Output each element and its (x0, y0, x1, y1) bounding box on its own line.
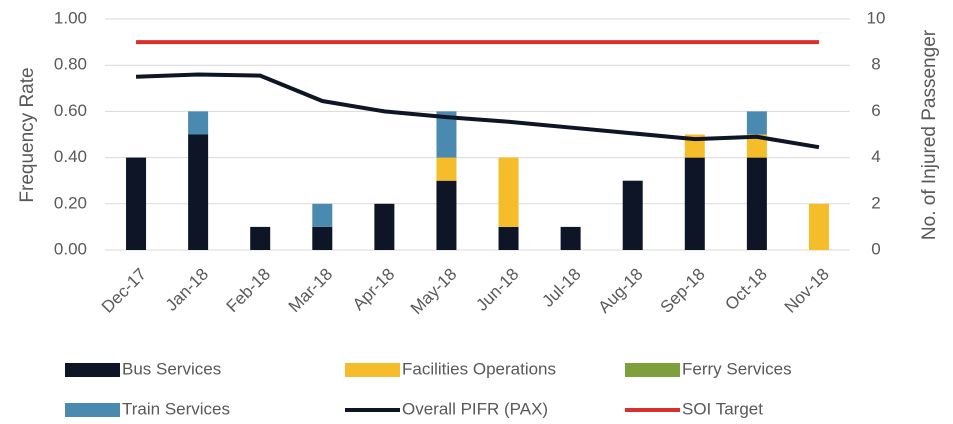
x-tick-label: Jan-18 (162, 265, 212, 315)
x-tick-label: Mar-18 (285, 265, 337, 317)
y-tick-label: 0.40 (54, 147, 87, 166)
y2-axis-title: No. of Injured Passenger (919, 29, 940, 240)
bar-segment (560, 226, 581, 250)
y-tick-label: 0.00 (54, 239, 87, 258)
bar-segment (126, 157, 147, 250)
legend-swatch (345, 363, 400, 377)
y2-tick-label: 8 (871, 55, 880, 74)
x-tick-label: Feb-18 (223, 265, 275, 317)
bar-segment (746, 111, 767, 135)
x-tick-label: Jul-18 (538, 265, 584, 311)
x-tick-label: Nov-18 (781, 265, 833, 317)
x-tick-label: Apr-18 (349, 265, 399, 315)
bar-segment (746, 157, 767, 250)
y-axis-title: Frequency Rate (17, 67, 38, 202)
legend-swatch (65, 403, 120, 417)
bar-segment (622, 180, 643, 250)
y2-tick-label: 0 (871, 239, 880, 258)
x-tick-label: Sep-18 (657, 265, 709, 317)
legend-label: Overall PIFR (PAX) (402, 399, 548, 418)
y2-tick-label: 4 (871, 147, 880, 166)
legend-label: SOI Target (682, 399, 763, 418)
bar-segment (436, 111, 457, 158)
x-tick-label: May-18 (407, 265, 461, 319)
bar-segment (250, 226, 271, 250)
bar-segment (188, 134, 209, 250)
bar-segment (312, 203, 333, 227)
bar-segment (436, 180, 457, 250)
bar-segment (746, 134, 767, 158)
legend-label: Train Services (122, 399, 230, 418)
legend-swatch (65, 363, 120, 377)
bar-segment (436, 157, 457, 181)
bar-segment (374, 203, 395, 250)
bar-segment (312, 226, 333, 250)
legend-swatch (625, 363, 680, 377)
legend-label: Facilities Operations (402, 359, 556, 378)
y-tick-label: 1.00 (54, 8, 87, 27)
x-tick-label: Jun-18 (472, 265, 522, 315)
line (135, 72, 820, 150)
bar-segment (808, 203, 829, 250)
y2-tick-label: 2 (871, 193, 880, 212)
y-tick-label: 0.20 (54, 193, 87, 212)
bar-segment (188, 111, 209, 135)
bar-segment (498, 157, 519, 227)
x-tick-label: Oct-18 (721, 265, 771, 315)
x-tick-label: Aug-18 (595, 265, 647, 317)
legend-label: Bus Services (122, 359, 221, 378)
bar-segment (684, 157, 705, 250)
y2-tick-label: 10 (867, 8, 886, 27)
legend-label: Ferry Services (682, 359, 792, 378)
y-tick-label: 0.80 (54, 55, 87, 74)
y2-tick-label: 6 (871, 101, 880, 120)
y-tick-label: 0.60 (54, 101, 87, 120)
bar-segment (498, 226, 519, 250)
x-tick-label: Dec-17 (98, 265, 150, 317)
